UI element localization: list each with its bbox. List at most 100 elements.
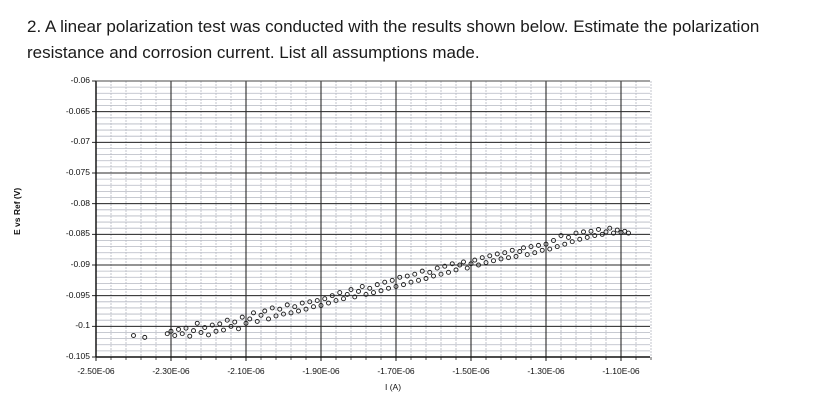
data-point [551, 238, 556, 243]
data-point [228, 323, 234, 329]
data-point [356, 288, 361, 294]
data-point [566, 234, 571, 240]
data-point [596, 226, 601, 232]
data-point [344, 291, 350, 297]
data-point [209, 322, 215, 328]
data-point [446, 269, 451, 275]
data-point [202, 325, 208, 331]
data-point [513, 253, 519, 259]
data-point [326, 300, 331, 306]
data-point [397, 274, 403, 280]
question-text: 2. A linear polarization test was conduc… [27, 14, 807, 66]
x-axis-label: I (A) [384, 382, 402, 392]
data-point [498, 256, 504, 262]
data-point [281, 311, 286, 317]
data-point [187, 333, 193, 339]
data-point [191, 328, 196, 334]
data-point [176, 326, 181, 332]
data-point [292, 304, 298, 310]
data-point [273, 313, 279, 319]
data-point [371, 290, 376, 296]
data-point [416, 277, 421, 283]
data-point [476, 262, 481, 268]
data-point [322, 296, 328, 302]
data-point [194, 320, 200, 326]
data-point [404, 273, 410, 279]
data-point [164, 331, 170, 337]
data-point [427, 269, 433, 275]
data-point [221, 327, 226, 333]
data-point [213, 328, 219, 334]
data-point [453, 267, 459, 273]
data-point [599, 231, 605, 237]
data-point [569, 239, 575, 245]
data-point [299, 300, 305, 306]
data-point [464, 265, 470, 271]
data-point [468, 261, 474, 267]
data-point [236, 326, 241, 332]
x-tick-label: -2.50E-06 [77, 366, 115, 376]
data-point [449, 261, 455, 267]
y-tick-label: -0.09 [70, 259, 90, 269]
data-point [521, 245, 526, 251]
data-point [577, 236, 583, 242]
x-tick-label: -2.10E-06 [227, 366, 265, 376]
data-point [277, 306, 283, 312]
data-point [622, 228, 628, 234]
data-point [554, 244, 560, 250]
data-point [224, 317, 230, 323]
data-point [419, 268, 425, 274]
data-point [532, 250, 538, 256]
data-point [363, 291, 369, 297]
data-point [374, 282, 380, 288]
data-point [232, 319, 238, 325]
data-point [483, 260, 489, 265]
data-point [333, 298, 339, 304]
data-point [142, 334, 148, 340]
data-point [168, 328, 174, 334]
data-point [183, 325, 189, 331]
x-tick-label: -1.10E-06 [602, 366, 640, 376]
data-point [457, 262, 463, 268]
data-point [389, 277, 395, 283]
data-point [258, 312, 264, 318]
data-point [517, 249, 523, 254]
data-point [303, 306, 309, 312]
data-point [539, 247, 545, 253]
x-tick-label: -1.50E-06 [452, 366, 490, 376]
data-point [251, 310, 256, 316]
data-point [584, 234, 590, 240]
data-point [307, 299, 313, 305]
data-point [626, 230, 631, 236]
data-point [588, 228, 594, 234]
y-tick-label: -0.095 [65, 289, 90, 300]
data-point [502, 250, 508, 256]
data-point [311, 304, 316, 310]
data-point [614, 227, 620, 233]
data-point [296, 308, 301, 314]
x-tick-label: -1.30E-06 [527, 366, 565, 376]
question-line-2: resistance and corrosion current. List a… [27, 43, 480, 62]
data-point [367, 285, 373, 291]
y-tick-label: -0.07 [70, 136, 90, 147]
data-point [172, 333, 178, 338]
data-point [573, 230, 579, 236]
data-point [491, 258, 496, 264]
data-point [247, 316, 253, 322]
data-point [547, 246, 553, 252]
data-point [359, 284, 365, 289]
data-point [198, 330, 204, 335]
y-tick-label: -0.105 [65, 351, 90, 361]
data-point [442, 263, 448, 269]
data-point [243, 320, 249, 326]
data-point [262, 308, 268, 314]
data-point [352, 294, 358, 300]
x-tick-label: -1.90E-06 [302, 366, 340, 376]
data-point [603, 229, 609, 235]
x-tick-label: -2.30E-06 [152, 366, 190, 376]
data-point [423, 276, 429, 281]
data-point [509, 247, 515, 253]
y-tick-label: -0.06 [70, 75, 90, 85]
data-point [506, 255, 511, 261]
